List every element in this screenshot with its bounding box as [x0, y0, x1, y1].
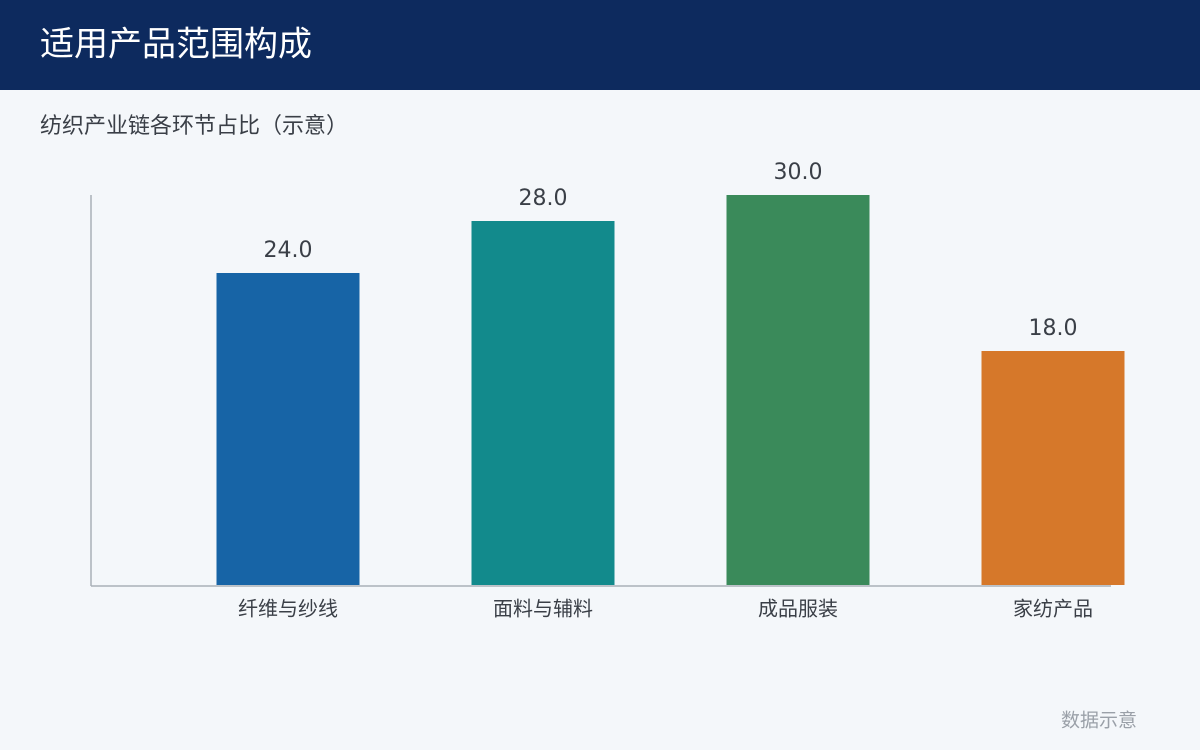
- header-bar: [0, 0, 1200, 90]
- x-tick-label: 成品服装: [758, 597, 838, 621]
- x-tick-label: 纤维与纱线: [238, 597, 338, 621]
- value-label: 28.0: [519, 186, 568, 211]
- value-label: 30.0: [774, 160, 823, 185]
- bar: [216, 273, 360, 585]
- footnote: 数据示意: [1061, 710, 1137, 732]
- x-tick-label: 家纺产品: [1013, 597, 1093, 621]
- chart-subtitle: 纺织产业链各环节占比（示意）: [40, 114, 348, 139]
- x-tick-label: 面料与辅料: [493, 597, 593, 621]
- bar: [981, 351, 1125, 585]
- bar: [471, 221, 615, 585]
- value-label: 24.0: [264, 238, 313, 263]
- bar: [726, 195, 870, 585]
- chart-title: 适用产品范围构成: [40, 25, 312, 65]
- value-label: 18.0: [1029, 316, 1078, 341]
